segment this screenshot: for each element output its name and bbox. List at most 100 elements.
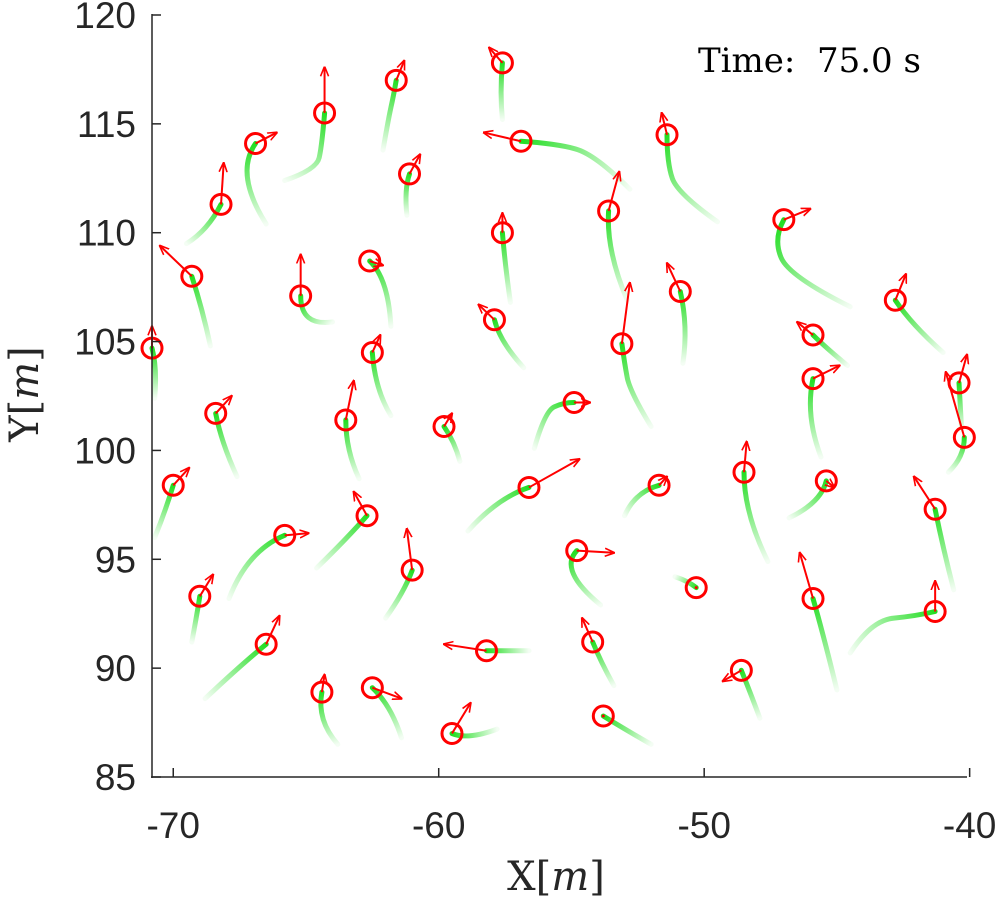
heading-arrow — [443, 413, 452, 428]
heading-arrow — [662, 113, 667, 135]
agent-trail — [343, 417, 362, 482]
heading-arrow — [172, 468, 189, 486]
agent-marker — [360, 340, 384, 364]
heading-arrow — [255, 133, 277, 145]
y-tick-label: 100 — [74, 430, 136, 471]
agent-marker — [400, 558, 424, 582]
agent-trail — [314, 513, 370, 571]
heading-arrow — [958, 355, 967, 384]
agent-marker — [684, 576, 708, 600]
x-tick-label: -60 — [412, 805, 465, 846]
agent-trail — [298, 293, 335, 326]
agent-layer — [140, 48, 976, 745]
agent-trail — [492, 317, 527, 371]
agent-marker — [729, 658, 753, 682]
agent-trail — [449, 726, 500, 739]
agent-marker — [597, 199, 621, 223]
agent-marker — [188, 584, 212, 608]
axes: -70 -60 -50 -40 85 90 95 100 105 110 115 120 — [74, 0, 996, 846]
agent-trail — [441, 424, 463, 464]
x-axis-label: X[m] — [507, 854, 605, 900]
agent-trail — [498, 60, 505, 122]
agent-trail — [318, 689, 341, 747]
agent-trail — [786, 478, 829, 521]
agent-trail — [810, 596, 840, 693]
agent-trail — [369, 350, 394, 419]
x-tick-label: -70 — [146, 805, 199, 846]
heading-dot — [601, 714, 605, 718]
agent-trail — [383, 567, 415, 621]
heading-arrow — [371, 686, 401, 699]
y-tick-label: 110 — [77, 213, 136, 254]
heading-arrow — [812, 366, 840, 380]
heading-arrow — [489, 48, 504, 64]
agent-marker — [474, 639, 498, 663]
agent-marker — [398, 162, 422, 186]
agent-trail — [369, 685, 404, 741]
agent-trail — [956, 380, 965, 434]
y-tick-label: 85 — [95, 757, 136, 798]
agent-trail — [531, 400, 577, 451]
agent-marker — [254, 632, 278, 656]
agent-trail — [518, 138, 633, 192]
x-tick-label: -50 — [677, 805, 730, 846]
agent-marker — [490, 51, 514, 75]
heading-arrow — [667, 263, 682, 292]
agent-marker — [883, 288, 907, 312]
agent-trail — [741, 469, 771, 564]
agent-trail — [664, 132, 720, 225]
agent-trail — [189, 273, 213, 349]
agent-trail — [847, 609, 938, 656]
agent-marker — [655, 123, 679, 147]
agent-marker — [581, 630, 605, 654]
heading-arrow — [451, 703, 471, 734]
agent-marker — [334, 408, 358, 432]
agent-marker — [801, 586, 825, 610]
agent-trail — [590, 639, 617, 689]
heading-arrow — [607, 172, 620, 212]
heading-arrow — [723, 669, 742, 681]
agent-marker — [801, 367, 825, 391]
agent-trail — [677, 289, 688, 366]
heading-arrow — [322, 675, 325, 693]
agent-trail — [244, 141, 269, 227]
agent-trail — [499, 230, 513, 305]
heading-arrow — [444, 644, 487, 652]
heading-arrow — [407, 529, 414, 571]
heading-arrow — [395, 61, 404, 81]
agent-trail — [738, 667, 763, 721]
heading-arrow — [659, 477, 667, 486]
agent-marker — [610, 332, 634, 356]
y-tick-label: 120 — [74, 0, 136, 36]
agent-marker — [482, 308, 506, 332]
agent-marker — [355, 504, 379, 528]
agent-marker — [244, 131, 268, 155]
agent-trail — [945, 434, 967, 475]
agent-trail — [403, 171, 412, 218]
agent-marker — [772, 208, 796, 232]
agent-trail — [775, 217, 853, 310]
heading-arrow — [214, 396, 232, 415]
agent-trail — [810, 332, 850, 368]
y-tick-label: 95 — [95, 539, 136, 580]
heading-arrow — [744, 442, 747, 473]
agent-trail — [932, 506, 957, 593]
agent-trail — [367, 258, 394, 329]
agent-trail — [202, 641, 269, 702]
agent-trail — [226, 532, 288, 601]
agent-trail — [213, 410, 240, 480]
agent-trail — [622, 482, 662, 519]
agent-trail — [568, 548, 604, 608]
agent-trail — [189, 593, 203, 645]
heading-arrow — [344, 381, 354, 421]
heading-arrow — [408, 154, 421, 175]
heading-arrow — [221, 163, 224, 205]
agent-marker — [180, 264, 204, 288]
heading-arrow — [284, 533, 309, 535]
y-axis-label: Y[m] — [2, 346, 48, 443]
agent-trail — [465, 484, 532, 534]
heading-arrow — [894, 274, 906, 301]
agent-trail — [152, 482, 176, 540]
agent-trail — [600, 713, 654, 747]
